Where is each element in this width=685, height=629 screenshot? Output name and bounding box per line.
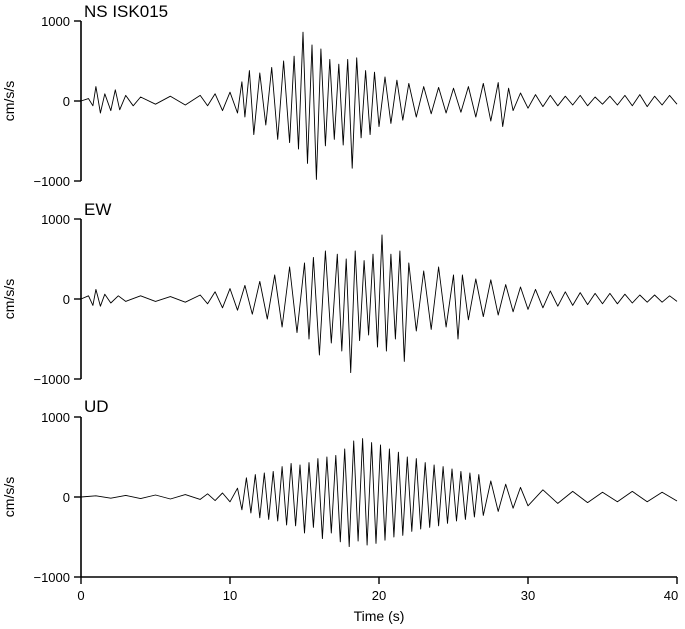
panel-ew: 1000 0 −1000 EW cm/s/s — [1, 200, 678, 387]
panel-ns: 1000 0 −1000 NS ISK015 cm/s/s — [1, 2, 678, 189]
y-tick-label: −1000 — [33, 174, 70, 189]
y-tick-label: −1000 — [33, 372, 70, 387]
waveform-trace-ud — [80, 438, 678, 548]
y-axis-label: cm/s/s — [1, 81, 17, 121]
y-tick-label: 1000 — [41, 212, 70, 227]
x-tick-label: 10 — [223, 588, 237, 603]
panel-title: UD — [84, 397, 109, 416]
x-tick-label: 40 — [664, 588, 678, 603]
panel-ud: 1000 0 −1000 UD cm/s/s 0 10 20 30 40 Tim… — [1, 397, 678, 624]
y-tick-label: 0 — [63, 94, 70, 109]
x-tick-label: 0 — [77, 588, 84, 603]
y-tick-label: 0 — [63, 490, 70, 505]
waveform-trace-ew — [80, 234, 678, 374]
waveform-trace-ns — [80, 31, 678, 180]
y-axis-label: cm/s/s — [1, 279, 17, 319]
x-tick-label: 20 — [372, 588, 386, 603]
x-axis-label: Time (s) — [354, 608, 405, 624]
x-tick-label: 30 — [521, 588, 535, 603]
y-tick-label: 0 — [63, 292, 70, 307]
y-tick-label: 1000 — [41, 14, 70, 29]
panel-title: NS ISK015 — [84, 2, 168, 21]
panel-title: EW — [84, 200, 111, 219]
y-tick-label: 1000 — [41, 410, 70, 425]
y-tick-label: −1000 — [33, 570, 70, 585]
y-axis-label: cm/s/s — [1, 477, 17, 517]
